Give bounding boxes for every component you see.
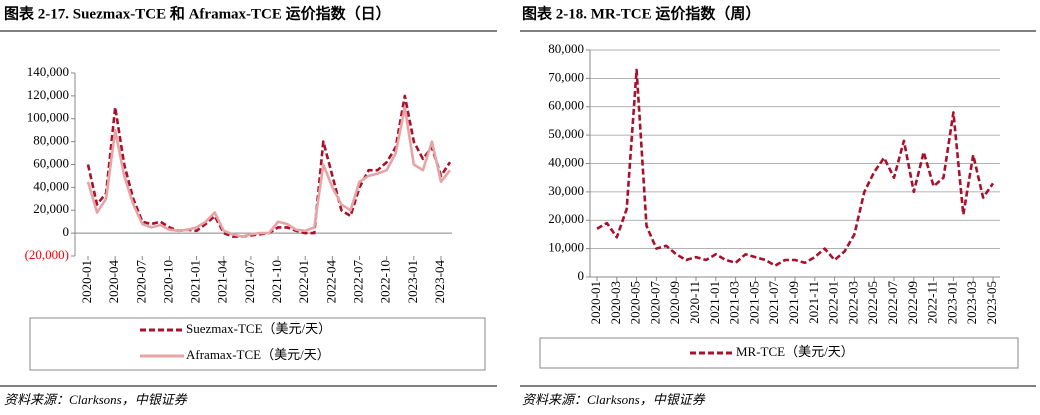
x-tick-label: 2021-09 bbox=[786, 281, 801, 324]
y-tick-label: 80,000 bbox=[548, 41, 584, 56]
x-tick-label: 2022-09 bbox=[905, 281, 920, 324]
y-tick-label: 60,000 bbox=[33, 155, 69, 170]
x-tick-label: 2020-03 bbox=[608, 281, 623, 324]
legend-label: Aframax-TCE（美元/天） bbox=[186, 347, 330, 362]
x-tick-label: 2022-07 bbox=[885, 281, 900, 325]
y-tick-label: 20,000 bbox=[548, 211, 584, 226]
y-tick-label: 0 bbox=[578, 268, 585, 283]
x-tick-label: 2020-09 bbox=[667, 281, 682, 324]
source: 资料来源：Clarksons，中银证券 bbox=[4, 392, 188, 407]
x-tick-label: 2020-01 bbox=[588, 281, 603, 324]
y-tick-label: 20,000 bbox=[33, 201, 69, 216]
x-tick-label: 2021-01 bbox=[188, 260, 203, 303]
y-tick-label: 120,000 bbox=[27, 87, 69, 102]
x-tick-label: 2023-01 bbox=[944, 281, 959, 324]
y-tick-label: 30,000 bbox=[548, 183, 584, 198]
x-tick-label: 2022-04 bbox=[323, 260, 338, 304]
series-line bbox=[596, 68, 995, 267]
y-tick-label: 40,000 bbox=[33, 178, 69, 193]
y-tick-label: 60,000 bbox=[548, 98, 584, 113]
chart-title: 图表 2-17. Suezmax-TCE 和 Aframax-TCE 运价指数（… bbox=[4, 4, 391, 22]
y-tick-label: 100,000 bbox=[27, 110, 69, 125]
x-tick-label: 2022-07 bbox=[350, 260, 365, 304]
x-tick-label: 2022-01 bbox=[296, 260, 311, 303]
x-tick-label: 2022-03 bbox=[845, 281, 860, 324]
x-tick-label: 2021-10 bbox=[269, 260, 284, 303]
x-tick-label: 2020-05 bbox=[628, 281, 643, 324]
x-tick-label: 2021-01 bbox=[707, 281, 722, 324]
legend-box bbox=[539, 337, 1019, 369]
y-tick-label: 140,000 bbox=[27, 64, 69, 79]
x-tick-label: 2021-07 bbox=[242, 260, 257, 304]
x-tick-label: 2021-11 bbox=[806, 281, 821, 324]
y-tick-label: 10,000 bbox=[548, 240, 584, 255]
x-tick-label: 2023-05 bbox=[984, 281, 999, 324]
x-tick-label: 2020-07 bbox=[647, 281, 662, 325]
legend-label: MR-TCE（美元/天） bbox=[736, 344, 854, 359]
legend-label: Suezmax-TCE（美元/天） bbox=[186, 321, 331, 336]
x-tick-label: 2023-01 bbox=[405, 260, 420, 303]
y-tick-label: (20,000) bbox=[25, 247, 69, 262]
source: 资料来源：Clarksons，中银证券 bbox=[522, 392, 706, 407]
y-tick-label: 50,000 bbox=[548, 126, 584, 141]
x-tick-label: 2022-10 bbox=[378, 260, 393, 303]
y-tick-label: 80,000 bbox=[33, 133, 69, 148]
x-tick-label: 2020-07 bbox=[133, 260, 148, 304]
x-tick-label: 2022-01 bbox=[826, 281, 841, 324]
x-tick-label: 2020-10 bbox=[160, 260, 175, 303]
y-tick-label: 40,000 bbox=[548, 154, 584, 169]
x-tick-label: 2020-11 bbox=[687, 281, 702, 324]
x-tick-label: 2022-11 bbox=[925, 281, 940, 324]
chart-title: 图表 2-18. MR-TCE 运价指数（周） bbox=[522, 4, 760, 22]
series-line bbox=[86, 106, 452, 238]
x-tick-label: 2020-01 bbox=[79, 260, 94, 303]
x-tick-label: 2021-07 bbox=[766, 281, 781, 325]
x-tick-label: 2021-05 bbox=[746, 281, 761, 324]
x-tick-label: 2020-04 bbox=[106, 260, 121, 304]
x-tick-label: 2022-05 bbox=[865, 281, 880, 324]
y-tick-label: 70,000 bbox=[548, 69, 584, 84]
x-tick-label: 2021-03 bbox=[727, 281, 742, 324]
legend-box bbox=[29, 317, 486, 371]
series-line bbox=[86, 94, 452, 238]
y-tick-label: 0 bbox=[63, 224, 70, 239]
x-tick-label: 2023-04 bbox=[432, 260, 447, 304]
x-tick-label: 2021-04 bbox=[215, 260, 230, 304]
x-tick-label: 2023-03 bbox=[964, 281, 979, 324]
